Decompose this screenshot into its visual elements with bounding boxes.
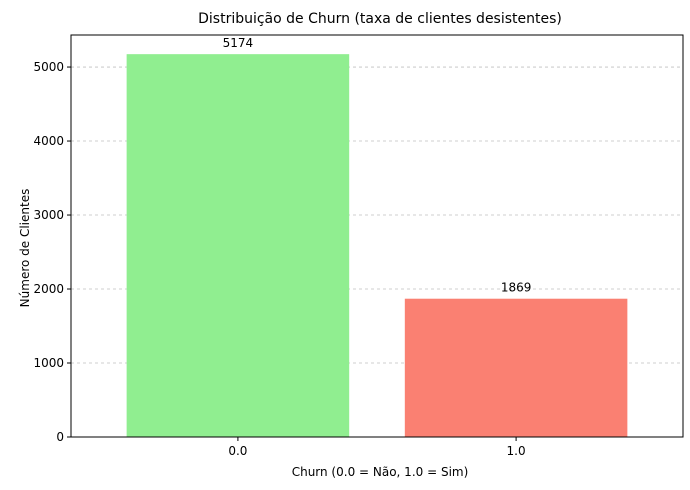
bars bbox=[126, 54, 628, 437]
x-axis-label: Churn (0.0 = Não, 1.0 = Sim) bbox=[292, 465, 469, 479]
y-tick-label: 5000 bbox=[33, 60, 64, 74]
y-tick-label: 2000 bbox=[33, 282, 64, 296]
bar-value-label: 1869 bbox=[501, 281, 532, 295]
y-axis-label: Número de Clientes bbox=[18, 189, 32, 308]
y-tick-label: 1000 bbox=[33, 356, 64, 370]
chart-title: Distribuição de Churn (taxa de clientes … bbox=[198, 11, 562, 27]
y-tick-label: 3000 bbox=[33, 208, 64, 222]
bar-value-label: 5174 bbox=[223, 36, 254, 50]
x-tick-label: 1.0 bbox=[507, 444, 526, 458]
x-tick-label: 0.0 bbox=[228, 444, 247, 458]
y-axis-ticks: 0 1000 2000 3000 4000 5000 bbox=[33, 60, 71, 444]
plot-frame bbox=[70, 34, 684, 438]
y-tick-label: 4000 bbox=[33, 134, 64, 148]
bar-1-0 bbox=[404, 298, 628, 437]
y-tick-label: 0 bbox=[56, 430, 64, 444]
bar-0-0 bbox=[126, 54, 350, 437]
x-axis-ticks: 0.0 1.0 bbox=[228, 437, 526, 458]
data-labels: 5174 1869 bbox=[223, 36, 532, 295]
